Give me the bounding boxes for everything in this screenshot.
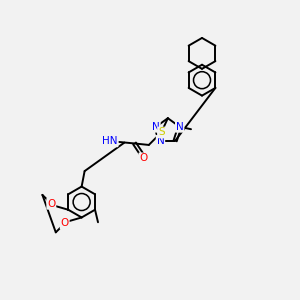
Text: S: S: [158, 128, 165, 137]
Text: O: O: [47, 199, 56, 209]
Text: N: N: [152, 122, 160, 132]
Text: HN: HN: [102, 136, 118, 146]
Text: N: N: [157, 136, 164, 146]
Text: N: N: [176, 122, 184, 132]
Text: O: O: [61, 218, 69, 228]
Text: O: O: [139, 153, 148, 163]
